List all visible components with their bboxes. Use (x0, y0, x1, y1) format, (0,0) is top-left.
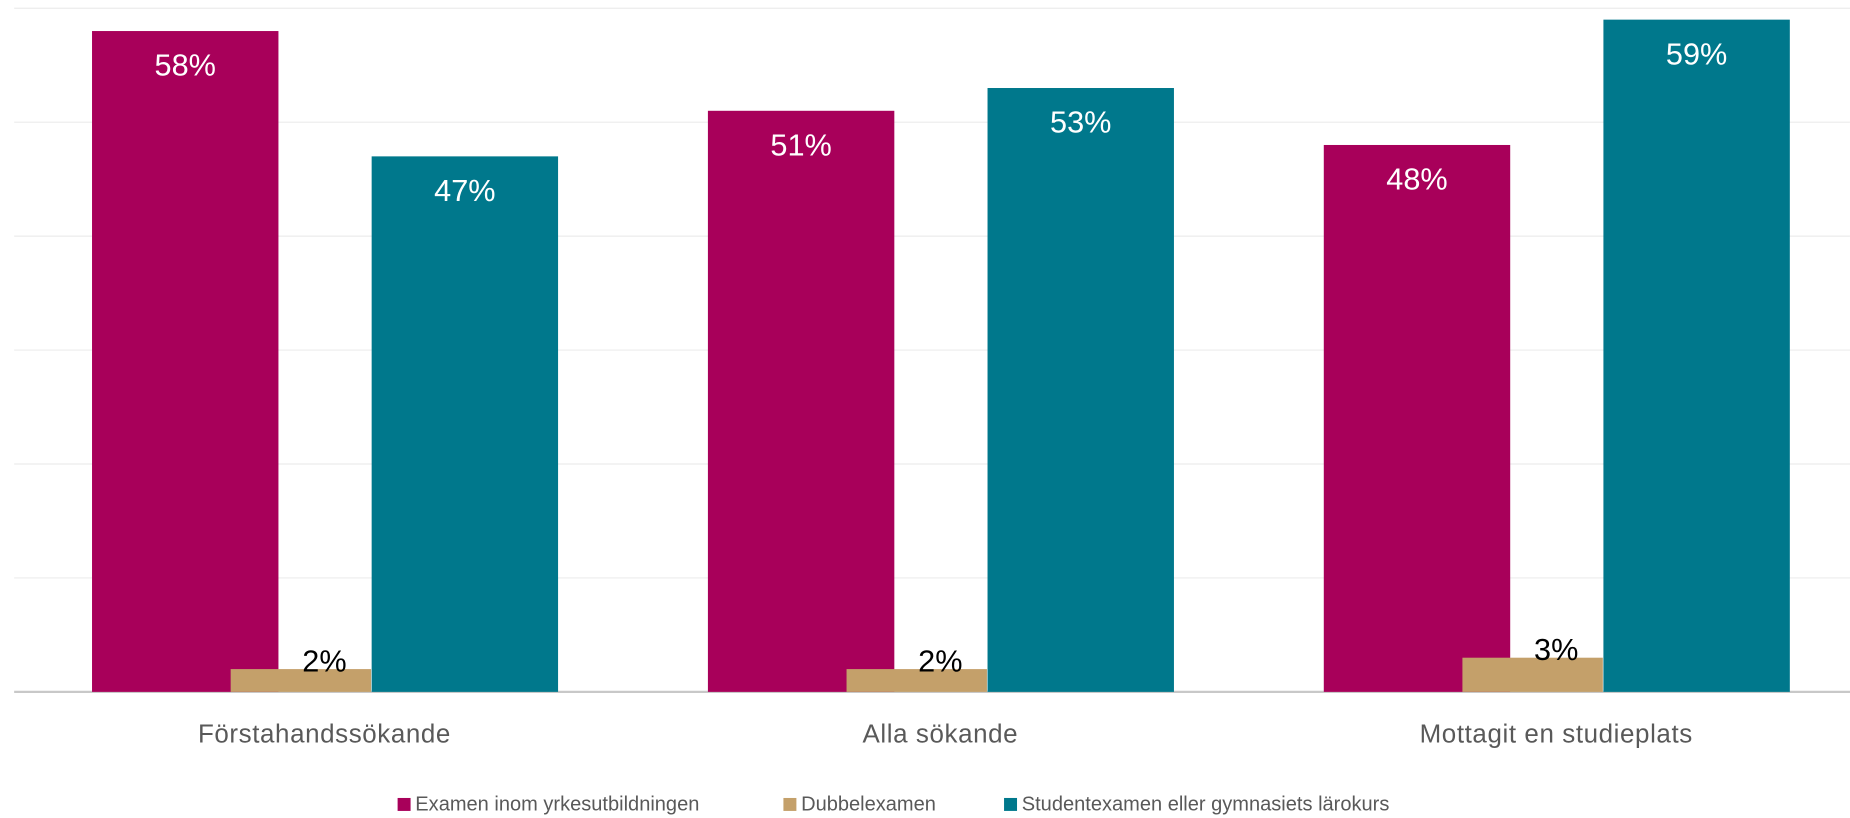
x-tick-label: Förstahandssökande (198, 720, 451, 748)
bar (230, 669, 372, 692)
bar (1323, 144, 1511, 692)
legend-label: Examen inom yrkesutbildningen (415, 793, 699, 815)
bar (92, 31, 279, 692)
bar (987, 88, 1174, 692)
bar (846, 669, 987, 692)
legend-label: Dubbelexamen (801, 793, 936, 815)
data-label: 47% (434, 174, 495, 208)
data-label: 3% (1534, 633, 1578, 667)
legend-swatch (1004, 797, 1018, 811)
data-label: 59% (1666, 37, 1727, 71)
data-label: 58% (155, 49, 216, 83)
legend-swatch (783, 797, 797, 811)
bar (707, 110, 895, 692)
data-label: 48% (1386, 163, 1447, 197)
data-label: 2% (918, 644, 962, 678)
bar (1603, 19, 1790, 692)
x-tick-label: Mottagit en studieplats (1420, 720, 1693, 748)
data-label: 51% (770, 128, 831, 162)
bar (1462, 657, 1603, 692)
bar (371, 156, 559, 692)
data-label: 2% (302, 644, 346, 678)
x-tick-label: Alla sökande (862, 720, 1018, 748)
legend-swatch (397, 797, 411, 811)
legend-label: Studentexamen eller gymnasiets lärokurs (1022, 793, 1390, 815)
data-label: 53% (1050, 106, 1111, 140)
